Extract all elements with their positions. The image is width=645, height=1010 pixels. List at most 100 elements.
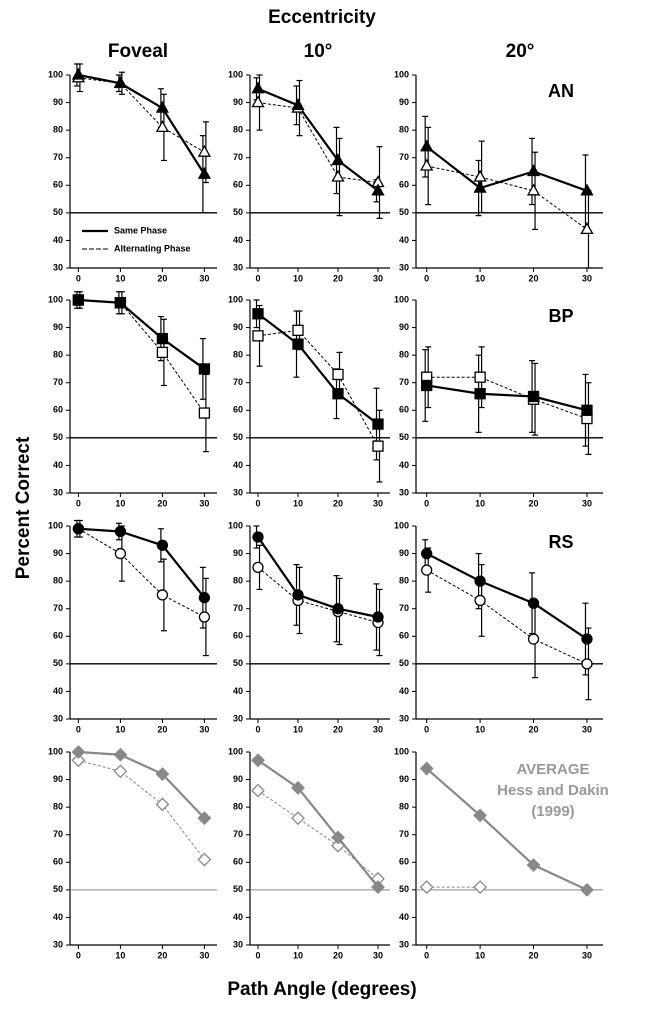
marker (71, 67, 85, 80)
marker (580, 222, 594, 235)
legend-label: Alternating Phase (114, 243, 191, 253)
y-tick-label: 80 (399, 125, 409, 135)
row-label: RS (548, 532, 573, 552)
y-tick-label: 70 (53, 603, 63, 613)
marker (371, 183, 385, 196)
y-tick-label: 50 (233, 432, 243, 442)
y-tick-label: 80 (399, 576, 409, 586)
row-label: Hess and Dakin (497, 782, 609, 799)
x-tick-label: 20 (333, 273, 343, 283)
y-tick-label: 100 (394, 746, 409, 756)
marker (252, 561, 264, 574)
x-tick-label: 20 (157, 724, 167, 734)
marker (580, 882, 594, 897)
series-line (425, 767, 588, 891)
x-tick-label: 20 (529, 273, 539, 283)
series-line (257, 536, 379, 619)
y-tick-label: 70 (399, 829, 409, 839)
marker (421, 547, 433, 560)
marker (474, 388, 486, 400)
series-line (257, 312, 379, 425)
y-tick-label: 100 (48, 746, 63, 756)
x-tick-label: 30 (199, 273, 209, 283)
marker (198, 363, 211, 375)
marker (580, 183, 594, 196)
x-tick-label: 0 (424, 498, 429, 508)
marker (113, 764, 128, 779)
y-tick-label: 40 (53, 912, 63, 922)
series-line (78, 73, 206, 175)
marker (332, 603, 344, 615)
y-tick-label: 40 (53, 235, 63, 245)
marker (156, 346, 169, 359)
y-tick-label: 70 (399, 152, 409, 162)
series-line (78, 759, 205, 860)
series-line (257, 566, 379, 623)
y-tick-label: 80 (399, 350, 409, 360)
y-tick-label: 100 (228, 520, 243, 530)
x-tick-label: 20 (157, 950, 167, 960)
y-tick-label: 60 (399, 631, 409, 641)
x-tick-label: 0 (255, 950, 260, 960)
marker (371, 880, 385, 895)
series-line (257, 329, 379, 447)
marker (581, 658, 593, 670)
marker (419, 880, 434, 895)
x-tick-label: 0 (76, 273, 81, 283)
marker (251, 783, 265, 798)
marker (473, 880, 488, 895)
marker (291, 97, 305, 110)
x-tick-label: 30 (582, 724, 592, 734)
y-tick-label: 60 (53, 405, 63, 415)
marker (332, 388, 344, 400)
series-line (257, 87, 379, 192)
y-tick-label: 100 (228, 746, 243, 756)
marker (72, 294, 85, 306)
y-tick-label: 90 (233, 322, 243, 332)
x-tick-label: 30 (582, 498, 592, 508)
y-tick-label: 60 (399, 405, 409, 415)
row-label: AVERAGE (516, 761, 589, 778)
y-tick-label: 100 (394, 69, 409, 79)
x-tick-label: 30 (199, 950, 209, 960)
y-tick-label: 70 (233, 829, 243, 839)
x-tick-label: 10 (475, 950, 485, 960)
marker (114, 547, 127, 560)
marker (526, 183, 541, 196)
y-tick-label: 50 (399, 432, 409, 442)
marker (526, 858, 541, 872)
y-tick-label: 30 (53, 487, 63, 497)
y-tick-label: 50 (399, 207, 409, 217)
marker (331, 169, 345, 182)
x-tick-label: 0 (424, 950, 429, 960)
y-tick-label: 90 (399, 774, 409, 784)
y-tick-label: 70 (233, 377, 243, 387)
y-tick-label: 70 (399, 603, 409, 613)
x-tick-label: 10 (293, 950, 303, 960)
series-line (78, 528, 205, 618)
y-tick-label: 100 (228, 294, 243, 304)
y-tick-label: 100 (228, 69, 243, 79)
marker (197, 166, 211, 179)
y-tick-label: 90 (53, 548, 63, 558)
x-axis-label: Path Angle (degrees) (227, 979, 416, 1000)
x-tick-label: 10 (115, 273, 125, 283)
series-line (426, 376, 588, 420)
x-tick-label: 20 (529, 498, 539, 508)
x-tick-label: 0 (424, 273, 429, 283)
x-tick-label: 30 (582, 273, 592, 283)
marker (197, 144, 211, 157)
marker (372, 440, 384, 452)
marker (156, 539, 169, 551)
y-tick-label: 50 (399, 658, 409, 668)
series-line (78, 77, 205, 153)
x-tick-label: 30 (199, 498, 209, 508)
marker (581, 404, 593, 416)
marker (71, 745, 86, 759)
y-tick-label: 40 (233, 460, 243, 470)
x-tick-label: 10 (475, 724, 485, 734)
x-tick-label: 0 (424, 724, 429, 734)
marker (251, 753, 265, 768)
series-line (426, 165, 588, 230)
